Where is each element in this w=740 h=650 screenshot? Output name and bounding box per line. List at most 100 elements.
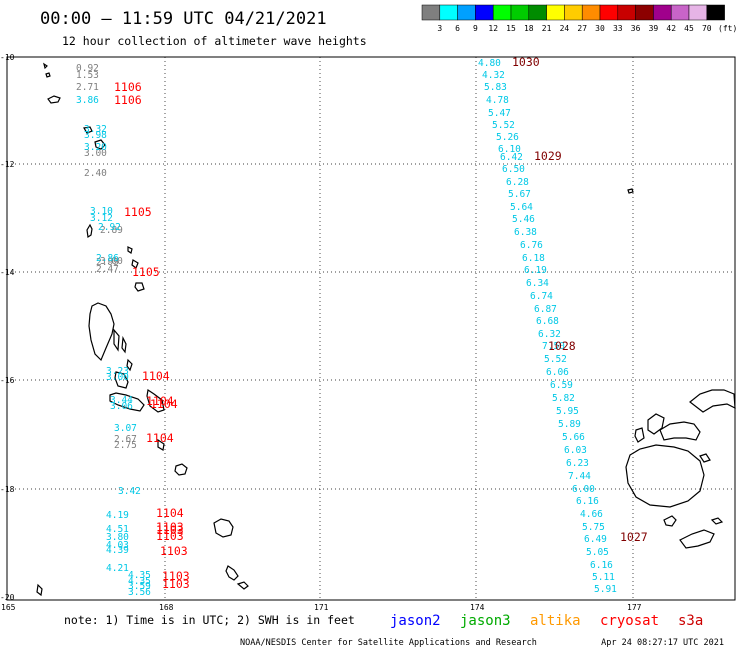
- wave-height-value: 6.00: [572, 484, 595, 495]
- wave-height-value: 3.86: [76, 95, 99, 106]
- lat-label: -14: [0, 268, 15, 277]
- time-label: 1103: [156, 520, 184, 534]
- colorbar-swatch: [581, 4, 601, 21]
- colorbar-swatch: [439, 4, 458, 21]
- satellite-legend-item: jason3: [460, 613, 511, 629]
- colorbar-label: 70: [702, 24, 712, 33]
- wave-height-value: 4.35: [128, 576, 151, 587]
- time-label: 1103: [160, 544, 188, 558]
- colorbar-label: 39: [649, 24, 659, 33]
- wave-height-value: 3.80: [106, 532, 129, 543]
- wave-height-value: 5.11: [592, 572, 615, 583]
- time-label: 1105: [132, 265, 160, 279]
- time-label: 1104: [156, 506, 184, 520]
- wave-height-value: 7.50: [542, 341, 565, 352]
- colorbar-label: 45: [684, 24, 694, 33]
- wave-height-value: 4.19: [106, 510, 129, 521]
- time-label: 1030: [512, 55, 540, 69]
- colorbar-swatch: [492, 4, 512, 21]
- colorbar-label: 36: [631, 24, 641, 33]
- wave-height-value: 5.89: [558, 419, 581, 430]
- colorbar-label: 12: [488, 24, 498, 33]
- time-label: 1104: [142, 369, 170, 383]
- west-track-gray: 0.921.532.713.002.402.893.002.992.472.67…: [76, 63, 137, 451]
- wave-height-value: 2.92: [98, 222, 121, 233]
- coastlines: [36, 62, 736, 597]
- colorbar-label: 15: [506, 24, 516, 33]
- colorbar-swatch: [528, 4, 547, 21]
- satellite-legend-item: cryosat: [600, 613, 659, 629]
- time-label: 1028: [548, 339, 576, 353]
- wave-height-value: 3.56: [128, 587, 151, 598]
- colorbar-label: 18: [524, 24, 534, 33]
- wave-height-value: 6.50: [502, 164, 525, 175]
- wave-height-value: 3.32: [84, 124, 107, 135]
- wave-height-value: 5.95: [556, 406, 579, 417]
- time-label: 1103: [156, 523, 184, 537]
- wave-height-value: 5.52: [544, 354, 567, 365]
- wave-height-value: 5.82: [552, 393, 575, 404]
- west-time-labels: 1106110611051105110411041104110411041103…: [114, 80, 190, 591]
- satellite-legend: jason2 jason3 altika cryosat s3a: [390, 613, 703, 629]
- wave-height-value: 4.78: [486, 95, 509, 106]
- wave-height-value: 3.42: [118, 486, 141, 497]
- wave-height-value: 3.00: [84, 148, 107, 159]
- time-label: 1103: [156, 529, 184, 543]
- wave-height-value: 4.03: [106, 540, 129, 551]
- wave-height-value: 6.18: [522, 253, 545, 264]
- colorbar-label: 21: [542, 24, 552, 33]
- wave-height-value: 5.75: [582, 522, 605, 533]
- wave-height-value: 6.19: [524, 265, 547, 276]
- time-label: 1027: [620, 530, 648, 544]
- colorbar-swatch: [653, 4, 672, 21]
- colorbar-swatch: [564, 4, 583, 21]
- lat-label: -16: [0, 376, 15, 385]
- lat-label: -18: [0, 485, 15, 494]
- wave-height-colorbar: 3 6 9 12 15 18 21 24 27 30 33 36 39 42 45 70 (ft): [421, 4, 737, 33]
- lat-label: -10: [0, 53, 15, 62]
- wave-height-value: 6.42: [500, 152, 523, 163]
- wave-height-value: 4.39: [106, 545, 129, 556]
- wave-height-value: 5.67: [508, 189, 531, 200]
- wave-height-value: 3.98: [84, 130, 107, 141]
- east-time-labels: 1030 1029 1028 1027: [512, 55, 648, 544]
- colorbar-swatch: [599, 4, 619, 21]
- colorbar-label: 33: [613, 24, 623, 33]
- east-track-cyan: 4.804.325.834.785.475.525.266.106.426.50…: [478, 58, 617, 595]
- map-title: 00:00 – 11:59 UTC 04/21/2021: [40, 9, 327, 29]
- wave-height-value: 2.47: [96, 264, 119, 275]
- wave-height-value: 6.23: [566, 458, 589, 469]
- time-label: 1103: [162, 569, 190, 583]
- colorbar-unit: (ft): [718, 24, 737, 33]
- wave-height-value: 2.99: [96, 257, 119, 268]
- colorbar-swatch: [617, 4, 636, 21]
- wave-height-value: 2.86: [96, 253, 119, 264]
- colorbar-label: 27: [577, 24, 587, 33]
- satellite-legend-item: altika: [530, 613, 581, 629]
- time-label: 1029: [534, 149, 562, 163]
- wave-height-value: 6.38: [514, 227, 537, 238]
- footer-credit: NOAA/NESDIS Center for Satellite Applica…: [240, 638, 537, 648]
- colorbar-swatch: [635, 4, 654, 21]
- wave-height-value: 6.59: [550, 380, 573, 391]
- wave-height-value: 6.28: [506, 177, 529, 188]
- colorbar-label: 3: [437, 24, 442, 33]
- wave-height-value: 3.10: [90, 206, 113, 217]
- lat-label: -12: [0, 160, 15, 169]
- wave-height-value: 3.20: [84, 142, 107, 153]
- footer-timestamp: Apr 24 08:27:17 UTC 2021: [601, 638, 724, 648]
- wave-height-value: 6.87: [534, 304, 557, 315]
- wave-height-value: 5.46: [512, 214, 535, 225]
- wave-height-value: 5.52: [492, 120, 515, 131]
- colorbar-swatch: [546, 4, 565, 21]
- satellite-legend-item: jason2: [390, 613, 441, 629]
- wave-height-value: 6.06: [546, 367, 569, 378]
- wave-height-value: 6.10: [498, 144, 521, 155]
- wave-height-value: 6.49: [584, 534, 607, 545]
- colorbar-swatch: [706, 4, 725, 21]
- wave-height-value: 0.92: [76, 63, 99, 74]
- lon-label: 174: [470, 603, 485, 612]
- time-label: 1104: [146, 394, 174, 408]
- satellite-legend-item: s3a: [678, 613, 703, 629]
